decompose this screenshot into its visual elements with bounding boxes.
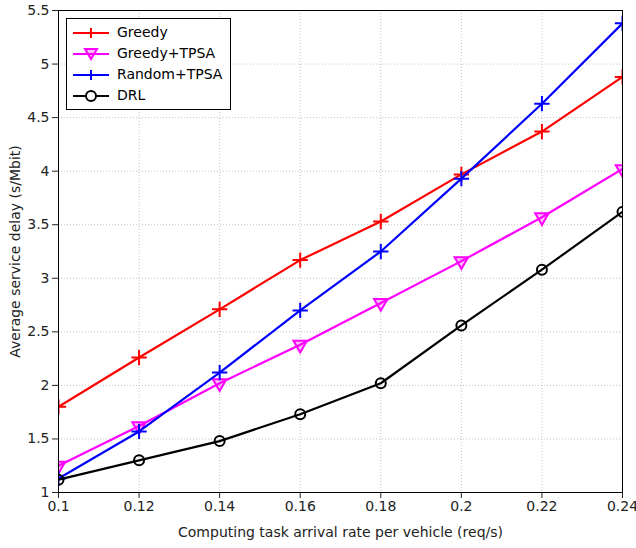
html-text:Greedy: Greedy [117, 24, 168, 40]
svg-text:0.16: 0.16 [285, 498, 316, 514]
svg-text:0.1: 0.1 [47, 498, 69, 514]
svg-text:1.5: 1.5 [27, 430, 49, 446]
svg-text:5.5: 5.5 [27, 2, 49, 18]
svg-text:4: 4 [41, 163, 50, 179]
svg-text:Computing task arrival rate pe: Computing task arrival rate per vehicle … [178, 524, 503, 540]
svg-text:0.14: 0.14 [204, 498, 235, 514]
svg-text:2: 2 [41, 377, 50, 393]
svg-text:2.5: 2.5 [27, 323, 49, 339]
svg-text:3.5: 3.5 [27, 216, 49, 232]
svg-text:0.18: 0.18 [365, 498, 396, 514]
svg-text:0.12: 0.12 [123, 498, 154, 514]
svg-text:3: 3 [41, 270, 50, 286]
svg-text:5: 5 [41, 56, 50, 72]
svg-text:0.22: 0.22 [526, 498, 557, 514]
html-text:DRL: DRL [117, 87, 146, 103]
svg-text:Average service delay (s/Mbit): Average service delay (s/Mbit) [7, 145, 23, 358]
svg-text:0.24: 0.24 [607, 498, 636, 514]
svg-text:1: 1 [40, 484, 50, 500]
svg-text:4.5: 4.5 [27, 109, 49, 125]
html-text:Greedy+TPSA: Greedy+TPSA [117, 45, 216, 61]
html-text:Random+TPSA: Random+TPSA [117, 66, 223, 82]
svg-text:0.2: 0.2 [450, 498, 472, 514]
